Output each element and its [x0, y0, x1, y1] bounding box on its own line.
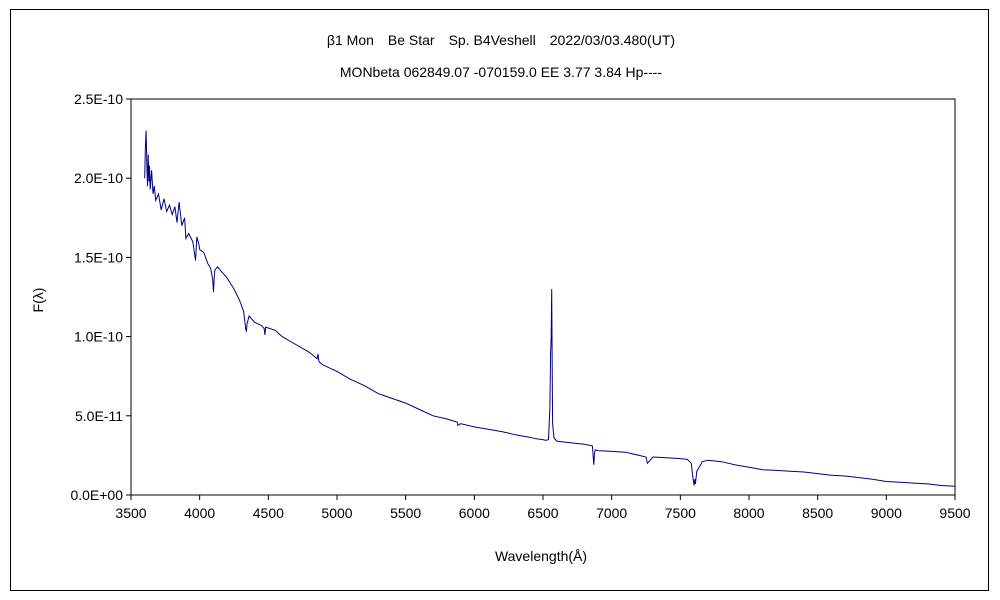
spectrum-chart: β1 Mon Be Star Sp. B4Veshell 2022/03/03.…	[30, 32, 971, 564]
y-tick-label: 1.0E-10	[74, 329, 123, 345]
x-tick-label: 5000	[321, 505, 352, 521]
x-axis-ticks: 3500 4000 4500 5000 5500 6000 6500 7000 7500 8000…	[115, 495, 971, 521]
x-tick-label: 7500	[665, 505, 696, 521]
chart-frame: β1 Mon Be Star Sp. B4Veshell 2022/03/03.…	[10, 9, 989, 591]
x-tick-label: 6000	[459, 505, 490, 521]
x-axis-label: Wavelength(Å)	[495, 548, 587, 564]
x-tick-label: 4000	[184, 505, 215, 521]
y-axis-label: F(λ)	[30, 288, 46, 313]
x-tick-label: 9000	[871, 505, 902, 521]
x-tick-label: 7000	[596, 505, 627, 521]
spectrum-series-line	[144, 130, 956, 487]
y-tick-label: 5.0E-11	[75, 408, 123, 424]
x-tick-label: 9500	[939, 505, 970, 521]
x-tick-label: 6500	[527, 505, 558, 521]
y-axis-ticks: 0.0E+00 5.0E-11 1.0E-10 1.5E-10 2.0E-10 2.5E-…	[70, 91, 131, 503]
plot-area	[130, 98, 956, 496]
x-tick-label: 4500	[253, 505, 284, 521]
x-tick-label: 8000	[733, 505, 764, 521]
y-tick-label: 2.0E-10	[74, 170, 123, 186]
x-tick-label: 5500	[390, 505, 421, 521]
x-tick-label: 8500	[802, 505, 833, 521]
y-tick-label: 2.5E-10	[74, 91, 123, 107]
y-tick-label: 0.0E+00	[70, 487, 123, 503]
chart-title: β1 Mon Be Star Sp. B4Veshell 2022/03/03.…	[327, 32, 675, 48]
y-tick-label: 1.5E-10	[74, 249, 123, 265]
x-tick-label: 3500	[115, 505, 146, 521]
chart-subtitle: MONbeta 062849.07 -070159.0 EE 3.77 3.84…	[340, 64, 663, 80]
